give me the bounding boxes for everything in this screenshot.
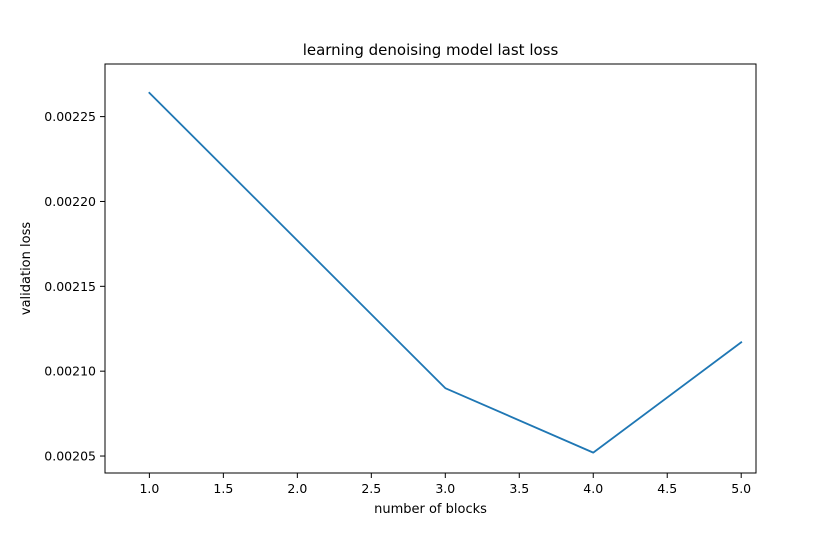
y-axis-label: validation loss (19, 222, 34, 315)
series-line (148, 91, 743, 454)
y-axis: 0.00205 0.00210 0.00215 0.00220 0.00225 (44, 109, 105, 464)
plot-area (104, 63, 757, 474)
y-tick-label: 0.00215 (44, 279, 96, 294)
x-tick-label: 1.5 (213, 481, 233, 496)
x-tick-label: 2.0 (287, 481, 307, 496)
x-axis: 1.0 1.5 2.0 2.5 3.0 3.5 4.0 4.5 5.0 (139, 473, 751, 496)
plot-frame (104, 63, 757, 474)
x-tick-label: 3.5 (509, 481, 529, 496)
chart-title: learning denoising model last loss (303, 41, 559, 59)
x-axis-label: number of blocks (374, 502, 487, 517)
y-tick-label: 0.00225 (44, 109, 96, 124)
x-tick-label: 2.5 (361, 481, 381, 496)
y-tick-label: 0.00210 (44, 364, 96, 379)
x-tick-label: 4.0 (583, 481, 603, 496)
series-layer (148, 91, 743, 454)
x-tick-label: 3.0 (435, 481, 455, 496)
x-tick-label: 1.0 (139, 481, 159, 496)
x-tick-label: 4.5 (657, 481, 677, 496)
x-tick-label: 5.0 (731, 481, 751, 496)
y-tick-label: 0.00220 (44, 194, 96, 209)
y-tick-label: 0.00205 (44, 449, 96, 464)
